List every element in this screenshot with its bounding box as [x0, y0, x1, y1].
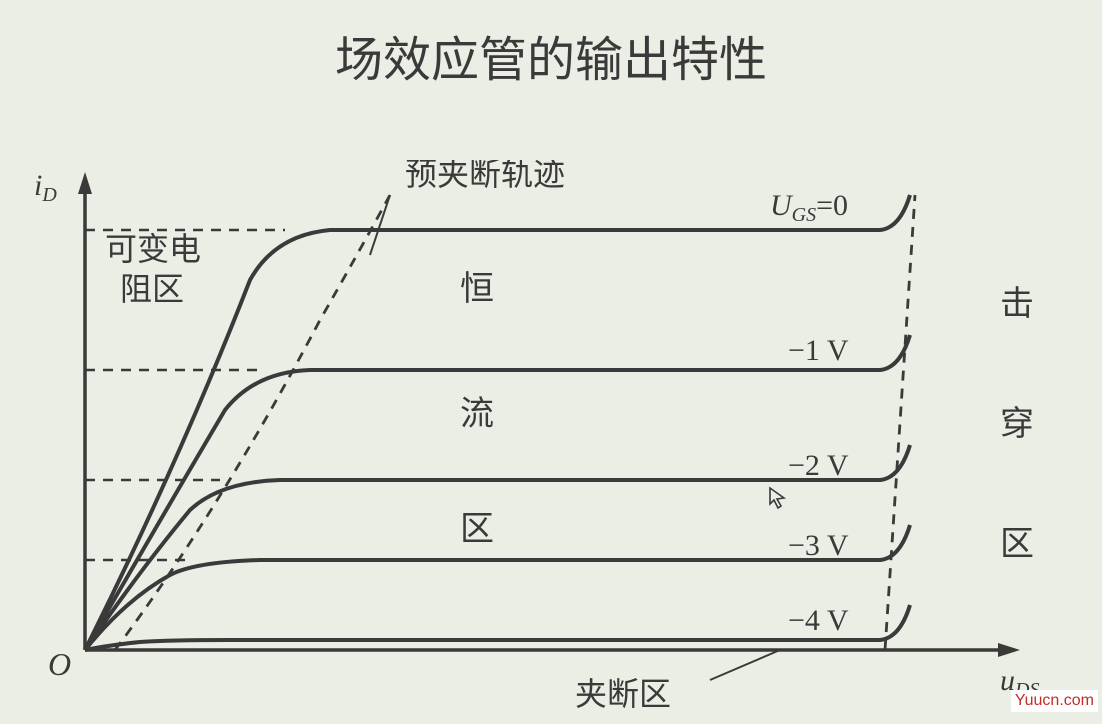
breakdown-boundary	[885, 195, 915, 650]
curve-label-2: −2 V	[788, 449, 849, 482]
curve-label-1: −1 V	[788, 334, 849, 367]
region-pinch-trace: 预夹断轨迹	[405, 160, 565, 192]
region-variable-r-2: 阻区	[120, 271, 184, 307]
curve-label-4: −4 V	[788, 604, 849, 637]
page-title: 场效应管的输出特性	[335, 20, 767, 90]
curve-label-ugs-0: UGS=0	[770, 189, 848, 226]
fet-output-chart: iD uDS O UGS=0 −1 V −2 V −3 V −4 V 预夹断轨迹…	[30, 160, 1050, 720]
region-variable-r-1: 可变电	[105, 231, 201, 267]
curve-ugs-2	[85, 445, 910, 650]
curve-ugs-0	[85, 195, 910, 650]
curve-label-3: −3 V	[788, 529, 849, 562]
region-constant-3: 区	[460, 511, 494, 548]
x-axis	[85, 643, 1020, 657]
y-axis-label: iD	[34, 169, 57, 206]
region-breakdown-3: 区	[1000, 526, 1034, 563]
region-breakdown-1: 击	[1000, 285, 1034, 323]
curve-ugs-4	[85, 605, 910, 650]
watermark: Yuucn.com	[1011, 690, 1098, 712]
region-constant-1: 恒	[460, 270, 494, 308]
region-constant-2: 流	[460, 395, 494, 433]
y-axis	[78, 172, 92, 650]
mouse-cursor-icon	[768, 486, 788, 510]
cutoff-leader	[710, 650, 780, 680]
region-cutoff: 夹断区	[575, 676, 671, 712]
region-breakdown-2: 穿	[1000, 405, 1034, 443]
origin-label: O	[48, 646, 71, 682]
curve-ugs-3	[85, 525, 910, 650]
pinch-trace-leader	[370, 195, 390, 255]
